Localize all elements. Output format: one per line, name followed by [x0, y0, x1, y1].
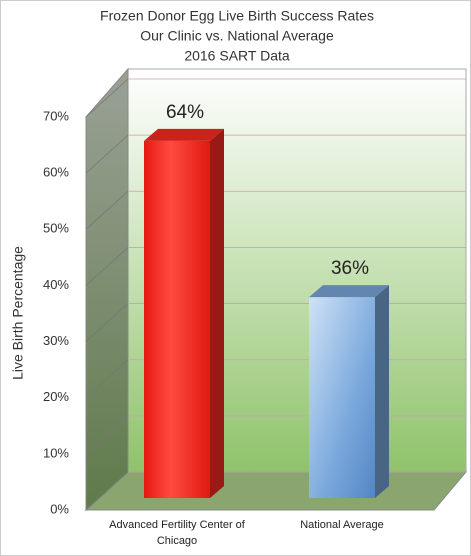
side-grid-line: [85, 134, 129, 174]
chart-title: Frozen Donor Egg Live Birth Success Rate…: [100, 8, 374, 24]
data-label: 36%: [331, 258, 369, 279]
bar-top: [144, 128, 224, 141]
floor: [84, 471, 468, 511]
bar-side: [375, 285, 389, 498]
y-tick-label: 40%: [43, 277, 69, 292]
side-grid-line: [85, 303, 129, 342]
y-tick-label: 60%: [43, 165, 69, 180]
y-tick-label: 20%: [43, 389, 69, 404]
y-tick-label: 50%: [43, 221, 69, 236]
data-label: 64%: [166, 102, 204, 123]
side-grid-line: [85, 78, 129, 118]
side-grid-line: [85, 471, 129, 511]
bar: [309, 297, 375, 498]
side-grid-line: [85, 247, 129, 286]
side-grid-line: [85, 359, 129, 399]
bar: [144, 140, 210, 498]
y-tick-label: 70%: [43, 108, 69, 123]
y-tick-label: 30%: [43, 333, 69, 348]
side-wall: [85, 67, 129, 512]
y-tick-label: 10%: [43, 445, 69, 460]
y-axis-label: Live Birth Percentage: [10, 246, 26, 380]
chart-title: Our Clinic vs. National Average: [140, 28, 334, 44]
x-tick-label: National Average: [300, 519, 384, 531]
chart-title: 2016 SART Data: [184, 48, 290, 64]
x-tick-label: Advanced Fertility Center of Chicago: [109, 519, 245, 547]
bar-top: [309, 285, 389, 298]
side-grid-line: [85, 190, 129, 230]
y-tick-label: 0%: [50, 501, 69, 516]
side-grid-line: [85, 415, 129, 455]
bar-side: [210, 128, 224, 498]
